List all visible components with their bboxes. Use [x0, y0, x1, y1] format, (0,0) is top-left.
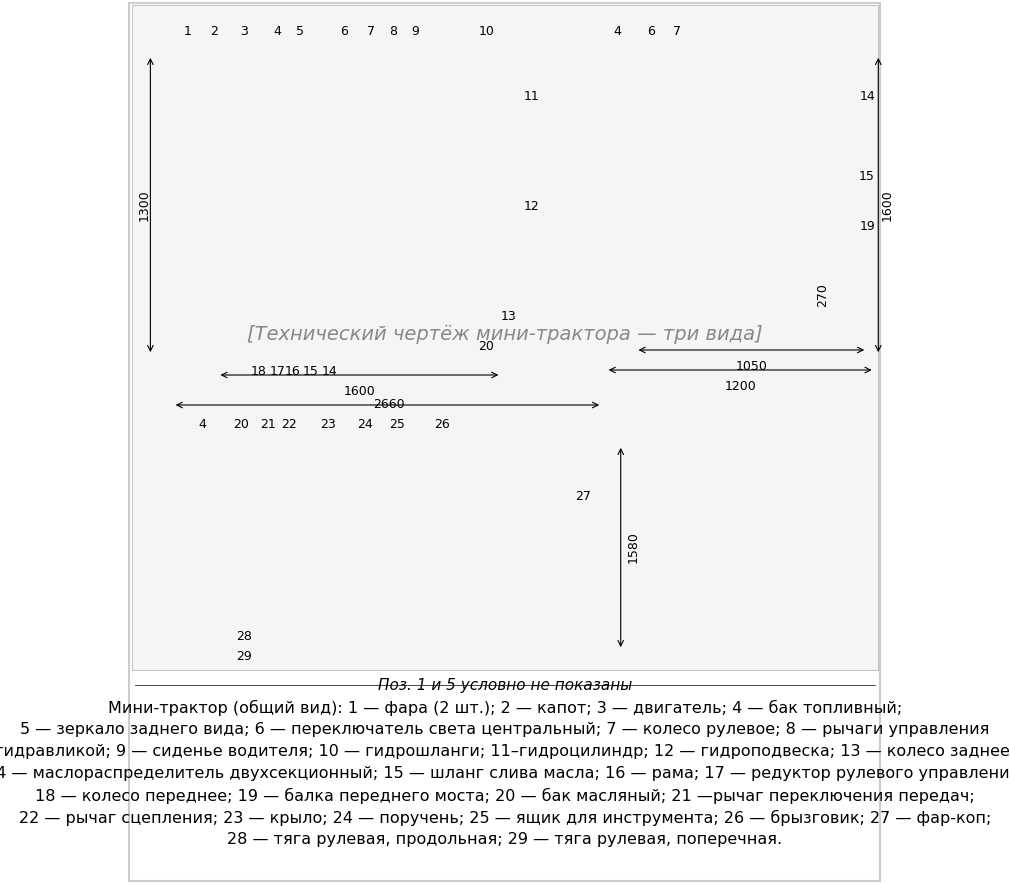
Text: Мини-трактор (общий вид): 1 — фара (2 шт.); 2 — капот; 3 — двигатель; 4 — бак то: Мини-трактор (общий вид): 1 — фара (2 шт… [108, 700, 902, 716]
Text: 28: 28 [235, 630, 251, 643]
Text: 17: 17 [270, 365, 285, 378]
Text: 2: 2 [210, 25, 218, 38]
Text: 23: 23 [320, 418, 336, 431]
Text: Поз. 1 и 5 условно не показаны: Поз. 1 и 5 условно не показаны [378, 678, 632, 693]
Text: 270: 270 [816, 283, 829, 307]
Text: 14: 14 [322, 365, 337, 378]
Text: 28 — тяга рулевая, продольная; 29 — тяга рулевая, поперечная.: 28 — тяга рулевая, продольная; 29 — тяга… [227, 832, 783, 847]
Text: 20: 20 [479, 340, 494, 353]
Text: 12: 12 [523, 200, 539, 213]
Text: 18: 18 [250, 365, 267, 378]
Text: 25: 25 [389, 418, 405, 431]
Text: 1050: 1050 [735, 360, 768, 373]
Text: 11: 11 [523, 90, 539, 103]
Text: 7: 7 [367, 25, 375, 38]
Text: 1300: 1300 [138, 189, 150, 221]
Text: 15: 15 [860, 170, 875, 183]
Text: 1580: 1580 [626, 531, 639, 563]
Text: 4: 4 [274, 25, 281, 38]
Text: 27: 27 [576, 490, 591, 503]
Text: 13: 13 [501, 310, 516, 323]
Bar [131, 5, 879, 670]
Text: 6: 6 [340, 25, 348, 38]
Text: 18 — колесо переднее; 19 — балка переднего моста; 20 — бак масляный; 21 —рычаг п: 18 — колесо переднее; 19 — балка передне… [35, 788, 975, 804]
Text: 15: 15 [303, 365, 319, 378]
Text: 16: 16 [285, 365, 300, 378]
Text: 1600: 1600 [343, 385, 376, 398]
Text: 5 — зеркало заднего вида; 6 — переключатель света центральный; 7 — колесо рулево: 5 — зеркало заднего вида; 6 — переключат… [20, 722, 990, 737]
Text: 9: 9 [411, 25, 419, 38]
Text: [Технический чертёж мини-трактора — три вида]: [Технический чертёж мини-трактора — три … [247, 326, 763, 344]
Text: 26: 26 [433, 418, 449, 431]
Text: 2660: 2660 [374, 398, 405, 411]
Text: 21: 21 [261, 418, 276, 431]
Text: 3: 3 [239, 25, 247, 38]
Text: 4: 4 [613, 25, 621, 38]
Text: 7: 7 [673, 25, 681, 38]
Text: 4: 4 [199, 418, 207, 431]
Text: 22 — рычаг сцепления; 23 — крыло; 24 — поручень; 25 — ящик для инструмента; 26 —: 22 — рычаг сцепления; 23 — крыло; 24 — п… [19, 810, 991, 826]
Text: 14 — маслораспределитель двухсекционный; 15 — шланг слива масла; 16 — рама; 17 —: 14 — маслораспределитель двухсекционный;… [0, 766, 1010, 781]
Text: 22: 22 [281, 418, 296, 431]
Text: 1600: 1600 [881, 189, 894, 221]
Text: 10: 10 [479, 25, 494, 38]
Text: 6: 6 [646, 25, 654, 38]
Text: 20: 20 [233, 418, 249, 431]
Text: 8: 8 [389, 25, 397, 38]
Text: 14: 14 [860, 90, 875, 103]
Text: гидравликой; 9 — сиденье водителя; 10 — гидрошланги; 11–гидроцилиндр; 12 — гидро: гидравликой; 9 — сиденье водителя; 10 — … [0, 744, 1010, 759]
Text: 5: 5 [296, 25, 304, 38]
Text: 29: 29 [236, 650, 251, 663]
Text: 24: 24 [358, 418, 374, 431]
Text: 1: 1 [184, 25, 192, 38]
Text: 19: 19 [860, 220, 875, 233]
Text: 1200: 1200 [724, 380, 756, 393]
